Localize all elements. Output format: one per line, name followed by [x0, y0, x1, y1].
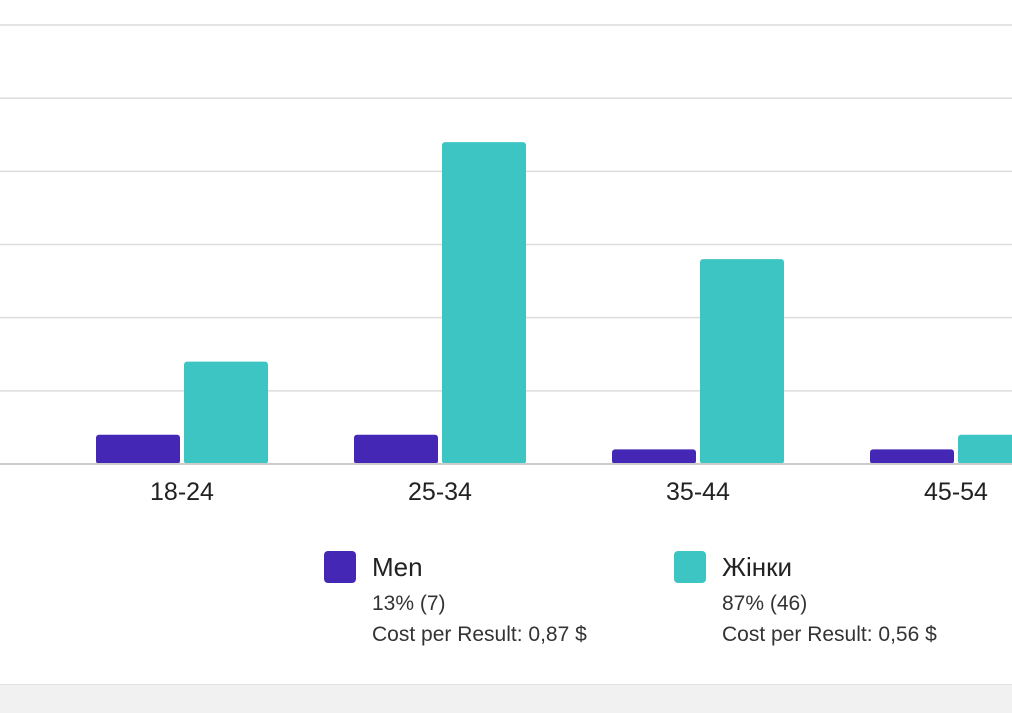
age-gender-bar-chart: 18-24 25-34 35-44 45-54: [0, 24, 1012, 506]
x-tick-label: 18-24: [150, 478, 214, 506]
x-tick-label: 45-54: [924, 478, 988, 506]
x-tick-label: 35-44: [666, 478, 730, 506]
bar-men-35-44[interactable]: [612, 449, 696, 464]
bar-women-18-24[interactable]: [184, 361, 268, 464]
x-axis-tick-labels: 18-24 25-34 35-44 45-54: [150, 478, 988, 506]
bar-men-18-24[interactable]: [96, 434, 180, 464]
bar-women-35-44[interactable]: [700, 259, 784, 464]
bar-men-25-34[interactable]: [354, 434, 438, 464]
chart-legend: Men 13% (7) Cost per Result: 0,87 $ Жінк…: [0, 548, 1012, 658]
legend-cost-men: Cost per Result: 0,87 $: [372, 623, 587, 646]
legend-cost-women: Cost per Result: 0,56 $: [722, 623, 937, 646]
legend-label-men: Men: [372, 552, 423, 582]
chart-bars: [96, 142, 1012, 465]
bar-women-25-34[interactable]: [442, 142, 526, 465]
footer-bar: [0, 684, 1012, 713]
bar-women-45-54[interactable]: [958, 434, 1012, 464]
legend-swatch-women: [674, 551, 706, 583]
legend-label-women: Жінки: [722, 552, 793, 582]
legend-share-women: 87% (46): [722, 592, 808, 615]
bar-men-45-54[interactable]: [870, 449, 954, 464]
legend-swatch-men: [324, 551, 356, 583]
legend-share-men: 13% (7): [372, 592, 446, 615]
x-tick-label: 25-34: [408, 478, 472, 506]
